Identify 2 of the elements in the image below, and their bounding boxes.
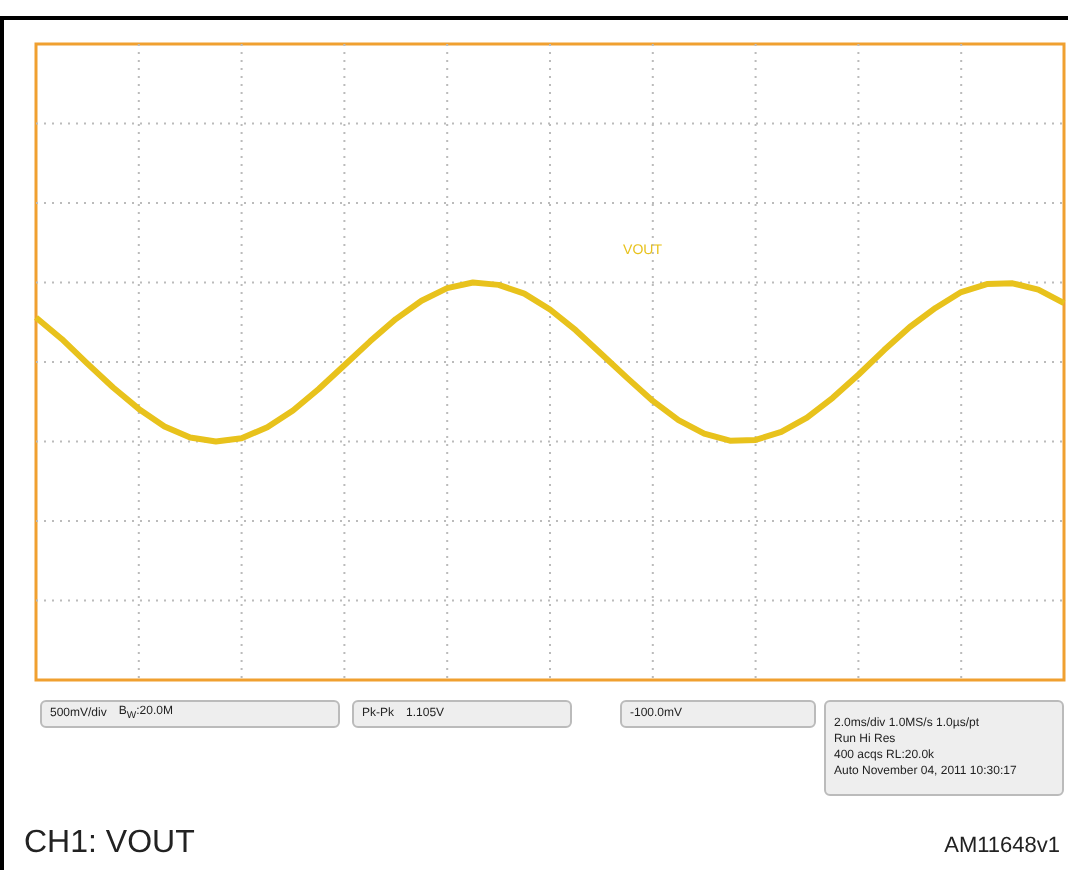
text: CH1: VOUT — [24, 826, 195, 862]
text: AM11648v1 — [944, 834, 1060, 858]
